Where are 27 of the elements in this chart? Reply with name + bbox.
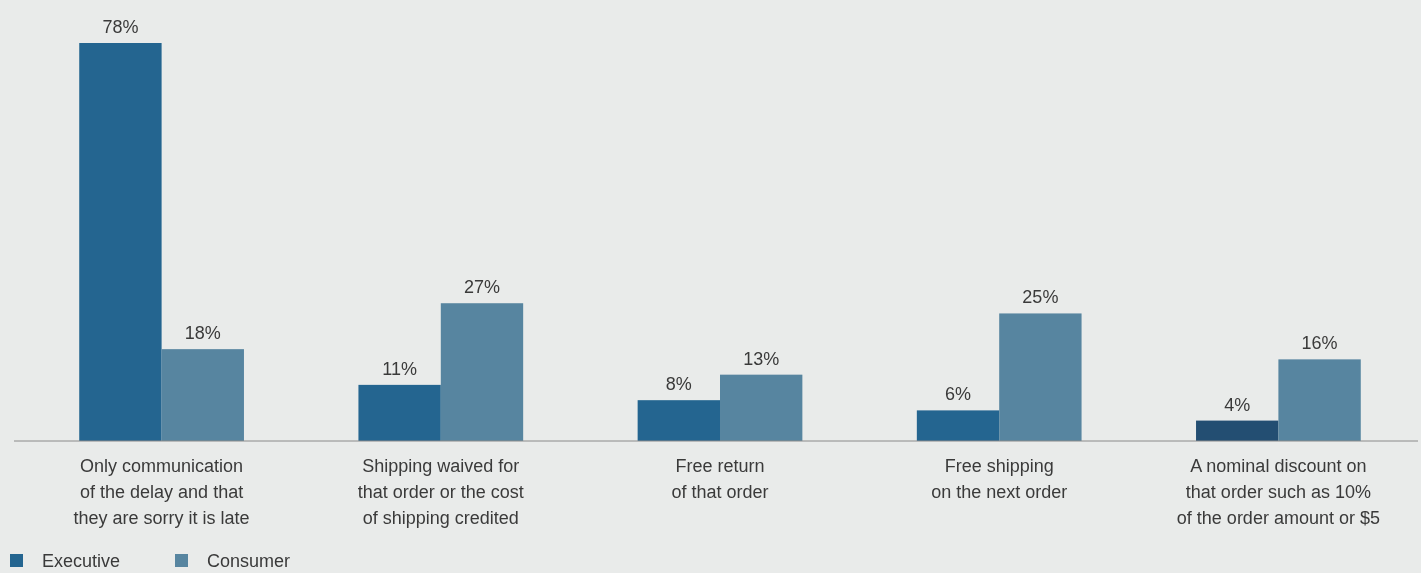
data-label: 16%	[1301, 333, 1338, 354]
bar	[161, 349, 244, 441]
data-label: 13%	[743, 348, 780, 369]
bar	[79, 43, 162, 441]
x-tick-label: Free return of that order	[671, 456, 769, 502]
data-label: 25%	[1022, 287, 1059, 308]
data-label: 4%	[1224, 394, 1251, 415]
data-label: 6%	[945, 384, 972, 405]
bar	[358, 384, 441, 441]
bar	[1278, 359, 1361, 441]
data-label: 11%	[382, 358, 417, 379]
legend-label: Consumer	[207, 551, 291, 571]
data-label: 27%	[463, 277, 500, 298]
bar	[1196, 420, 1279, 441]
x-tick-label: Only communication of the delay and that they are sorry it is late	[73, 456, 250, 528]
x-tick-label: Shipping waived for that order or the cost of shipping credited	[357, 456, 524, 528]
bar	[440, 303, 524, 441]
x-tick-label: Free shipping on the next order	[931, 456, 1068, 502]
x-tick-label: A nominal discount on that order such as 10% of the order amount or $5	[1176, 456, 1380, 528]
data-label: 8%	[665, 374, 692, 395]
data-label: 78%	[102, 17, 139, 37]
bar	[916, 410, 1000, 441]
data-label: 18%	[184, 323, 221, 344]
legend-label: Executive	[42, 551, 121, 571]
bar	[637, 400, 720, 441]
bar	[720, 374, 803, 441]
bar	[999, 313, 1082, 441]
